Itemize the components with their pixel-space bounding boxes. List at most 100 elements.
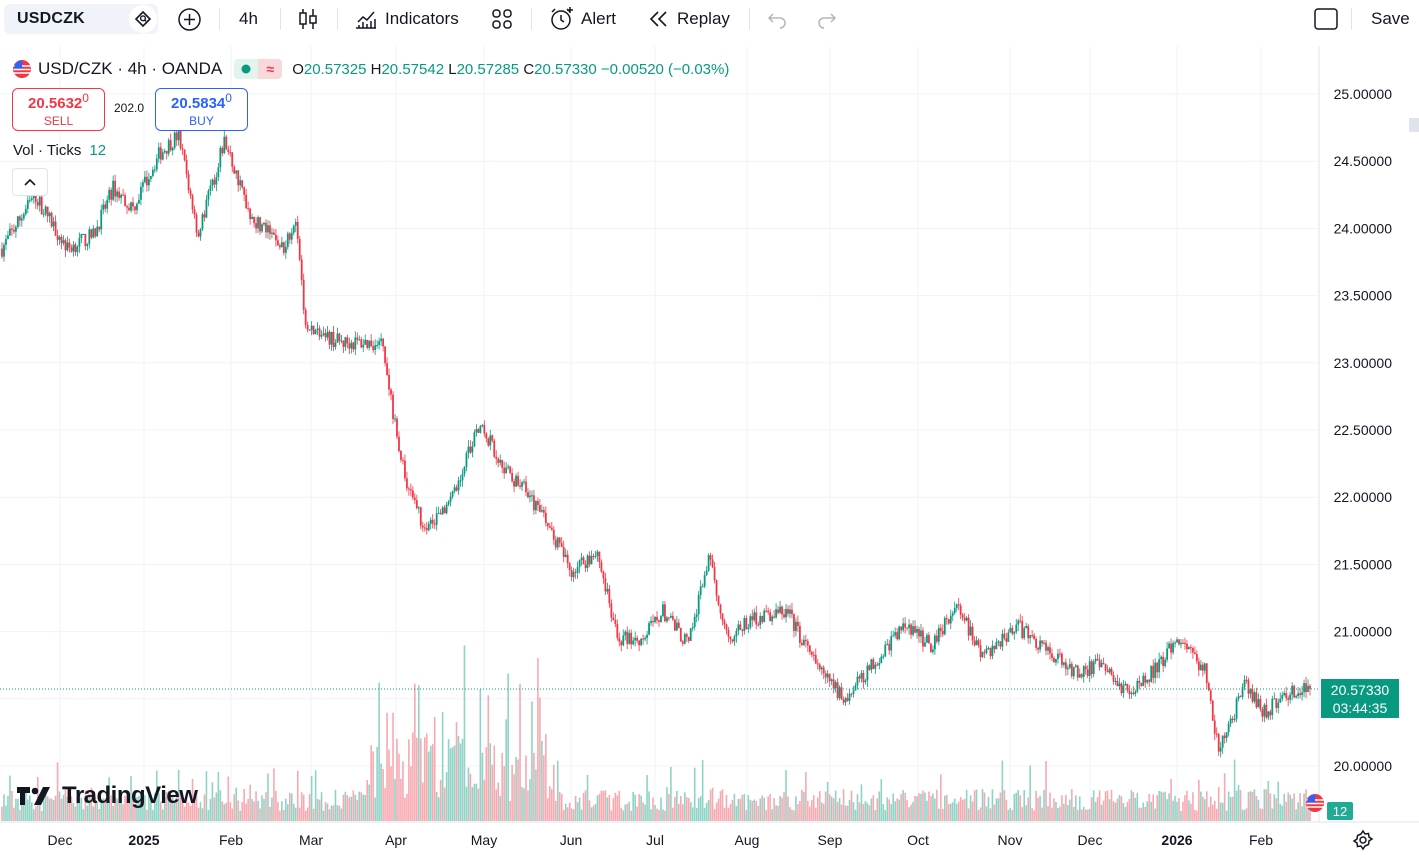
candle-body [560,543,563,547]
candle-body [74,244,77,253]
candle-body [1072,667,1075,677]
volume-bar [1297,802,1299,821]
candle-body [1235,698,1238,719]
volume-bar [1130,790,1133,821]
volume-bar [1259,808,1262,821]
candle-body [431,519,434,524]
volume-bar [1237,784,1240,821]
candle-body [580,557,583,561]
volume-bar [443,787,446,821]
volume-bar [285,798,287,821]
candle-body [18,216,21,221]
candle-body [423,527,426,529]
volume-bar [509,800,511,821]
volume-bar [1045,760,1047,821]
volume-bar [539,697,541,821]
volume-bar [161,809,164,821]
candle-body [288,233,291,240]
volume-bar [425,733,428,821]
volume-bar [940,774,942,821]
gear-icon[interactable] [1352,829,1374,851]
candle-body [892,635,895,637]
volume-bar [1166,799,1168,821]
volume-bar [213,797,216,821]
volume-bar [747,795,750,821]
volume-bar [34,806,37,821]
replay-label: Replay [677,9,730,28]
candle-body [1114,681,1117,683]
candle-body [505,467,508,474]
volume-bar [507,673,509,821]
candle-body [802,639,805,645]
redo-button[interactable] [815,5,837,33]
volume-bar [1287,792,1289,821]
candle-body [284,246,287,253]
interval-button[interactable]: 4h [239,5,258,33]
layouts-button[interactable] [490,5,514,33]
candle-body [344,337,347,347]
volume-bar [858,802,861,821]
volume-bar [66,796,69,821]
volume-bar [54,795,57,821]
candle-body [513,481,515,487]
candle-body [108,189,111,200]
volume-bar [171,794,174,821]
candle-body [1243,679,1246,688]
volume-bar [749,799,752,821]
candle-body [62,240,65,244]
volume-bar [1005,799,1008,821]
indicators-button[interactable]: Indicators [354,5,459,33]
candle-body [80,233,83,238]
tradingview-logo[interactable]: TradingView [16,782,198,810]
buy-button[interactable]: 20.58340 BUY [155,88,248,131]
indicators-label: Indicators [385,9,459,28]
alert-label: Alert [581,9,616,28]
candle-body [981,652,984,658]
volume-bar [529,779,531,821]
candle-body [828,673,831,682]
candle-body [634,637,637,641]
collapse-legend-button[interactable] [12,168,48,196]
legend-title[interactable]: USD/CZK · 4h · OANDA [38,59,223,78]
candle-body [346,337,349,344]
candle-body [812,654,815,656]
candle-body [1237,696,1240,699]
volume-bar [1263,789,1266,821]
volume-bar [832,798,835,821]
volume-bar [461,738,464,821]
candle-body [1281,695,1284,699]
undo-button[interactable] [767,5,789,33]
sell-button[interactable]: 20.56320 SELL [12,88,105,131]
candle-body [471,446,474,453]
volume-bar [687,798,690,821]
volume-bar [148,789,150,821]
volume-bar [1221,802,1224,821]
candle-body [800,642,803,645]
replay-button[interactable]: Replay [648,5,730,33]
alert-button[interactable]: Alert [548,5,616,33]
candle-body [82,233,85,235]
candle-body [787,608,789,614]
volume-bar [981,789,984,821]
volume-bar [715,802,718,821]
search-diamond-icon[interactable] [128,4,158,34]
candle-body [421,525,424,528]
fullscreen-button[interactable] [1313,5,1339,33]
add-symbol-button[interactable] [177,5,202,33]
candle-body [1261,709,1264,717]
save-button[interactable]: Save [1371,5,1410,33]
chart-type-button[interactable] [297,5,319,33]
candle-body [400,450,402,460]
market-status-pill[interactable]: ≈ [234,59,283,79]
volume-bar [1251,791,1254,821]
candle-body [243,187,246,195]
candle-body [269,225,271,234]
symbol-selector[interactable]: USDCZK [4,4,158,34]
candle-body [862,672,865,683]
volume-legend[interactable]: Vol · Ticks 12 [13,142,106,159]
volume-bar [138,795,140,821]
volume-bar [1116,798,1119,821]
candle-body [1166,648,1169,660]
candle-body [749,616,752,628]
